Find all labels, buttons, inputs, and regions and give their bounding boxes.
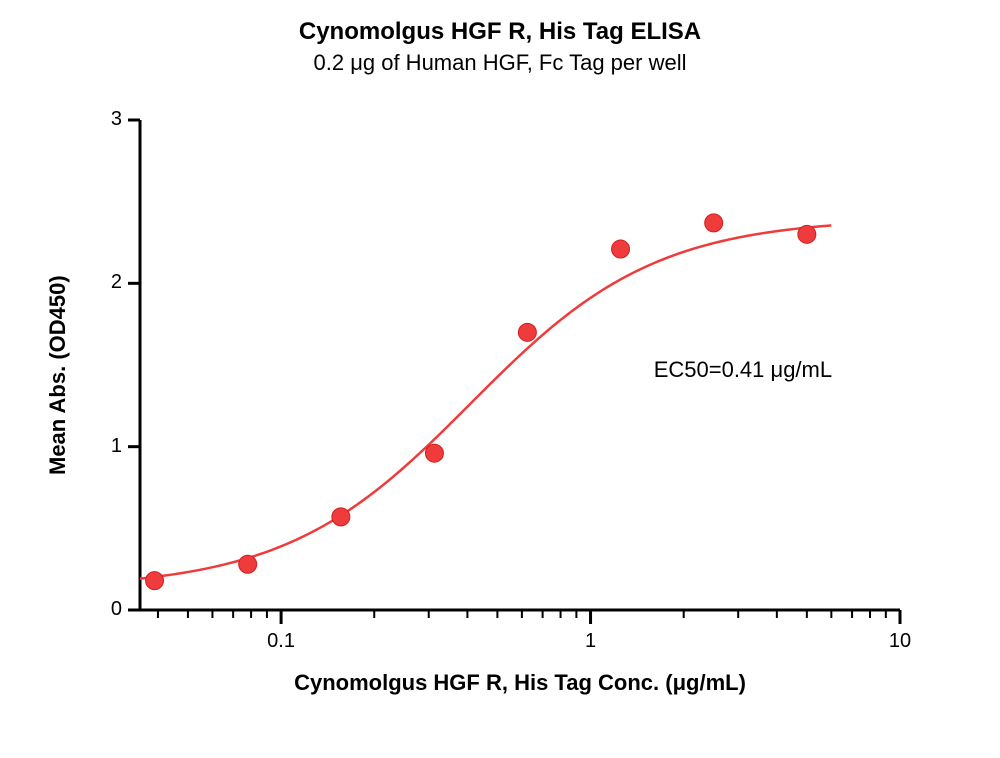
- chart-container: Cynomolgus HGF R, His Tag ELISA 0.2 μg o…: [0, 0, 1000, 758]
- chart-subtitle: 0.2 μg of Human HGF, Fc Tag per well: [0, 50, 1000, 76]
- x-tick-label: 10: [885, 630, 915, 653]
- y-tick-label: 1: [111, 435, 122, 458]
- x-tick-label: 0.1: [266, 630, 296, 653]
- y-tick-label: 2: [111, 271, 122, 294]
- chart-title: Cynomolgus HGF R, His Tag ELISA: [0, 18, 1000, 46]
- x-axis-label: Cynomolgus HGF R, His Tag Conc. (μg/mL): [140, 670, 900, 696]
- y-axis-label: Mean Abs. (OD450): [45, 275, 71, 475]
- chart-svg: [0, 0, 1000, 758]
- ec50-annotation: EC50=0.41 μg/mL: [654, 357, 832, 383]
- y-tick-label: 3: [111, 108, 122, 131]
- y-tick-label: 0: [111, 598, 122, 621]
- x-tick-label: 1: [576, 630, 606, 653]
